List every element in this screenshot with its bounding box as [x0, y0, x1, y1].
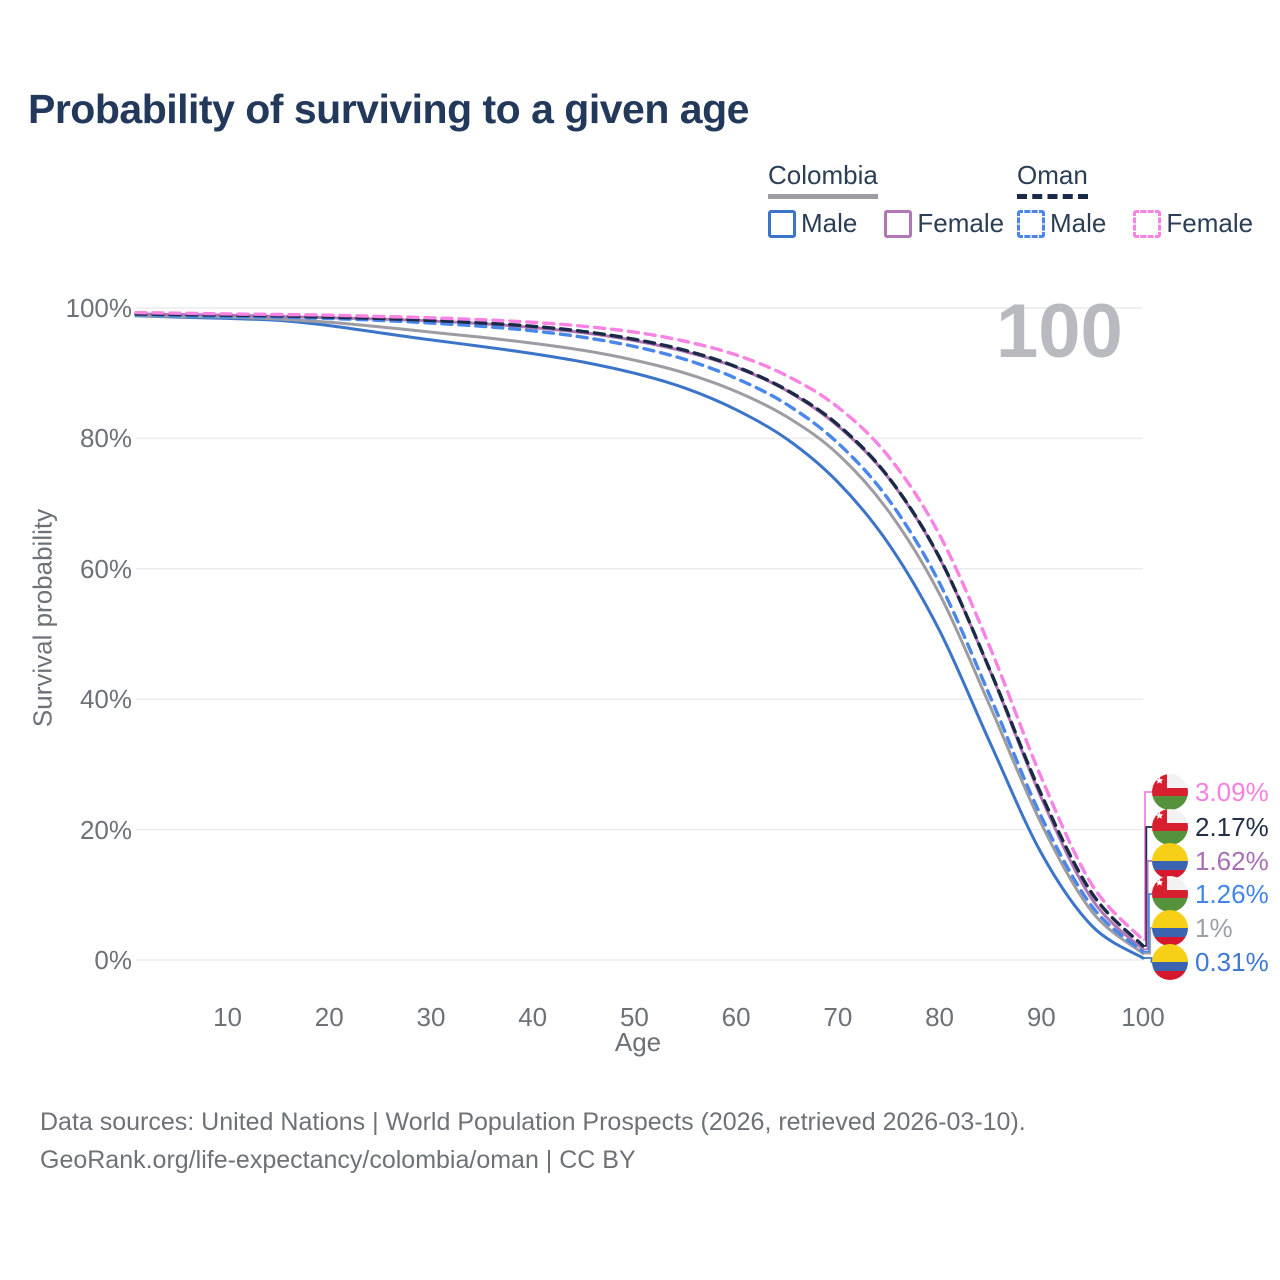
end-label-connector-colombia-male: [1143, 957, 1153, 963]
x-tick-100: 100: [1121, 1002, 1165, 1032]
legend-heading-colombia[interactable]: Colombia: [768, 160, 878, 199]
y-tick-20%: 20%: [79, 814, 132, 845]
x-tick-90: 90: [1026, 1002, 1056, 1032]
legend-item-label: Male: [1050, 208, 1107, 238]
y-tick-60%: 60%: [79, 553, 132, 584]
x-tick-30: 30: [416, 1002, 446, 1032]
oman-male-swatch-icon: [1017, 209, 1045, 238]
colombia-female-swatch-icon: [884, 209, 913, 238]
x-axis-title: Age: [614, 1027, 662, 1057]
age-counter-watermark: 100: [996, 289, 1123, 374]
end-label-value: 1.62%: [1195, 845, 1269, 876]
colombia-male-swatch-icon: [768, 209, 796, 238]
end-label-oman-female: 3.09%: [1152, 774, 1269, 810]
colombia-flag-icon: [1152, 843, 1188, 879]
footer-attribution: GeoRank.org/life-expectancy/colombia/oma…: [40, 1146, 636, 1174]
end-label-connector-colombia-female: [1143, 860, 1152, 951]
series-line-oman-male[interactable]: [134, 312, 1145, 954]
legend-item-label: Female: [917, 208, 1005, 238]
end-label-connector-oman-total: [1143, 826, 1152, 947]
end-label-value: 3.09%: [1195, 776, 1269, 807]
series-line-colombia-total[interactable]: [134, 313, 1145, 955]
end-label-value: 0.31%: [1195, 946, 1269, 977]
footer-data-sources: Data sources: United Nations | World Pop…: [40, 1108, 1026, 1136]
end-label-value: 1%: [1195, 912, 1233, 943]
x-tick-40: 40: [518, 1002, 548, 1032]
x-tick-70: 70: [823, 1002, 853, 1032]
footer: Data sources: United Nations | World Pop…: [40, 1103, 1026, 1179]
end-label-connector-colombia-total: [1143, 927, 1152, 955]
end-label-value: 1.26%: [1195, 878, 1269, 909]
y-tick-40%: 40%: [79, 684, 132, 715]
oman-flag-icon: [1152, 809, 1188, 845]
y-tick-80%: 80%: [79, 423, 132, 454]
x-tick-50: 50: [619, 1002, 649, 1032]
legend-item-colombia-female[interactable]: Female: [884, 208, 1004, 239]
end-label-colombia-male: 0.31%: [1152, 944, 1269, 980]
y-tick-0%: 0%: [94, 945, 132, 975]
end-label-colombia-total: 1%: [1152, 910, 1233, 946]
legend-item-colombia-male[interactable]: Male: [768, 208, 857, 239]
series-line-colombia-female[interactable]: [134, 312, 1145, 951]
chart-title: Probability of surviving to a given age: [28, 86, 749, 132]
colombia-flag-icon: [1152, 910, 1188, 946]
colombia-flag-icon: [1152, 944, 1188, 980]
oman-flag-icon: [1152, 774, 1188, 810]
x-tick-80: 80: [925, 1002, 955, 1032]
y-tick-100%: 100%: [65, 293, 133, 323]
legend-group-colombia: Colombia Male Female: [768, 160, 1004, 239]
series-line-oman-total[interactable]: [134, 312, 1145, 948]
oman-flag-icon: [1152, 876, 1188, 912]
end-label-oman-male: 1.26%: [1152, 876, 1269, 912]
oman-female-swatch-icon: [1133, 209, 1162, 238]
legend-item-label: Male: [801, 208, 858, 238]
x-tick-10: 10: [213, 1002, 242, 1032]
end-label-value: 2.17%: [1195, 811, 1269, 842]
end-label-connector-oman-male: [1143, 893, 1152, 953]
legend-group-oman: Oman Male Female: [1017, 160, 1253, 239]
x-tick-20: 20: [314, 1002, 344, 1032]
legend-item-oman-female[interactable]: Female: [1133, 208, 1253, 239]
legend-item-label: Female: [1166, 208, 1254, 238]
end-label-colombia-female: 1.62%: [1152, 843, 1269, 879]
end-label-oman-total: 2.17%: [1152, 809, 1269, 845]
legend-item-oman-male[interactable]: Male: [1017, 208, 1106, 239]
series-line-oman-female[interactable]: [134, 310, 1145, 942]
series-line-colombia-male[interactable]: [134, 314, 1145, 960]
legend-heading-oman[interactable]: Oman: [1017, 160, 1088, 199]
x-tick-60: 60: [721, 1002, 751, 1032]
end-label-connector-oman-female: [1143, 791, 1152, 941]
